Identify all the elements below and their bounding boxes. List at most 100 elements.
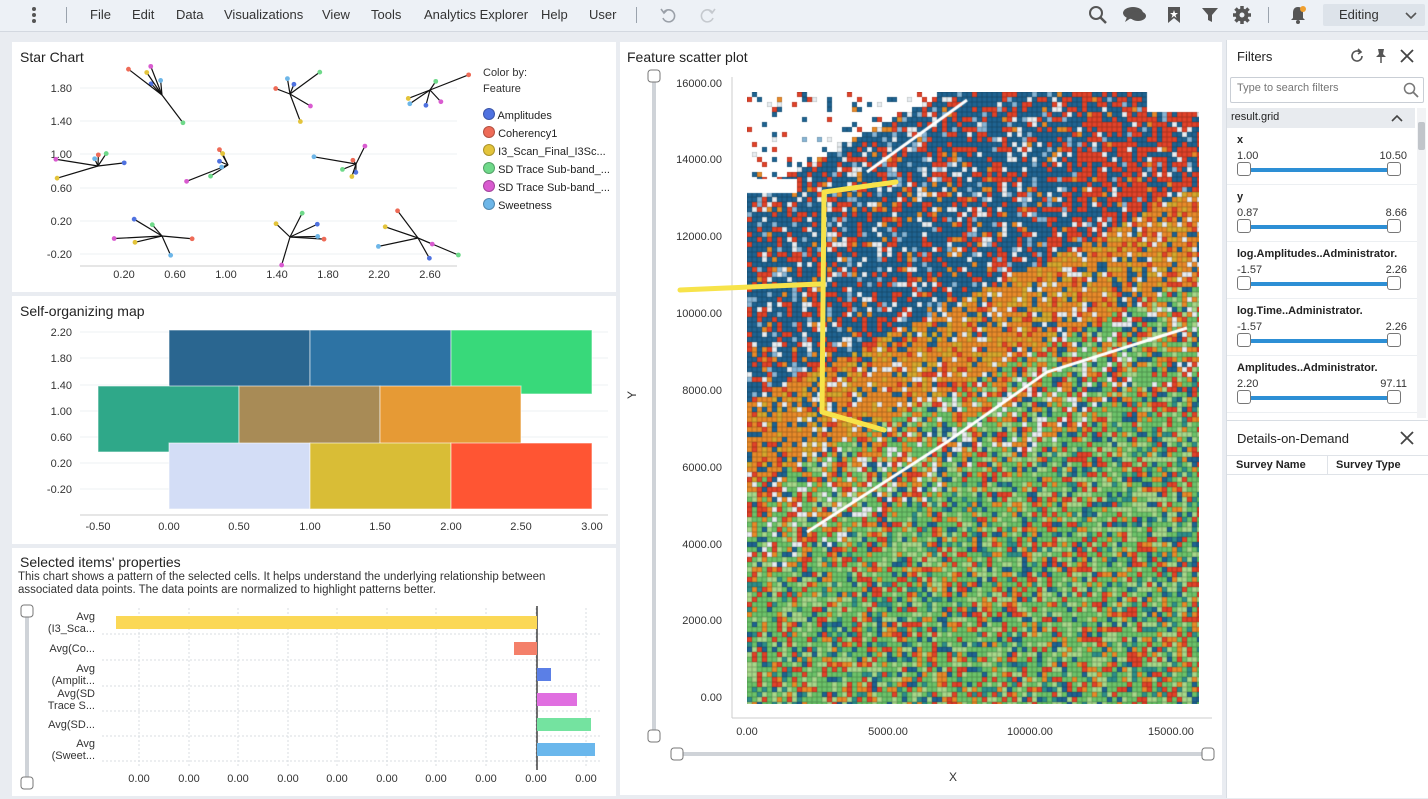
x-tick-label: 10000.00 (1007, 726, 1053, 738)
column-survey-name[interactable]: Survey Name (1236, 459, 1306, 471)
filter-max-handle[interactable] (1387, 333, 1401, 347)
star-glyph[interactable] (376, 208, 461, 260)
star-glyph[interactable] (126, 64, 185, 125)
props-bar-chart[interactable]: Avg(I3_Sca...Avg(Co...Avg(Amplit...Avg(S… (12, 548, 616, 796)
filter-range-track[interactable] (1243, 168, 1393, 172)
filter-min-handle[interactable] (1237, 390, 1251, 404)
column-survey-type[interactable]: Survey Type (1336, 459, 1401, 471)
filter-max-handle[interactable] (1387, 219, 1401, 233)
x-slider-handle-left[interactable] (671, 748, 683, 760)
star-point (406, 96, 411, 101)
comments-icon[interactable] (1122, 5, 1142, 25)
menu-data[interactable]: Data (176, 0, 203, 31)
star-point (433, 79, 438, 84)
legend-item[interactable]: Sweetness (483, 198, 552, 212)
filter-min-handle[interactable] (1237, 219, 1251, 233)
menu-visualizations[interactable]: Visualizations (224, 0, 303, 31)
som-cell[interactable] (451, 330, 592, 394)
reset-icon[interactable] (1349, 48, 1365, 64)
menu-edit[interactable]: Edit (132, 0, 154, 31)
search-icon[interactable] (1088, 5, 1108, 25)
menu-help[interactable]: Help (541, 0, 568, 31)
som-cell[interactable] (380, 386, 521, 452)
redo-icon[interactable] (698, 5, 718, 25)
legend-item[interactable]: SD Trace Sub-band_... (483, 162, 610, 176)
menu-user[interactable]: User (589, 0, 616, 31)
menu-analytics-explorer[interactable]: Analytics Explorer (424, 0, 528, 31)
props-bar[interactable] (537, 693, 577, 706)
more-vertical-icon[interactable] (24, 5, 44, 25)
notification-bell-icon[interactable] (1288, 5, 1308, 25)
star-glyph[interactable] (312, 144, 368, 179)
menu-file[interactable]: File (90, 0, 111, 31)
legend-item[interactable]: Coherency1 (483, 126, 557, 140)
star-ray (290, 236, 318, 237)
filter-search-box[interactable] (1230, 77, 1424, 103)
search-icon (1403, 82, 1419, 98)
som-cell[interactable] (239, 386, 380, 452)
slider-handle-bottom[interactable] (21, 777, 33, 789)
som-cell[interactable] (169, 443, 310, 509)
undo-icon[interactable] (658, 5, 678, 25)
x-tick-label: 0.20 (113, 269, 134, 281)
close-icon[interactable] (1399, 48, 1415, 64)
filter-group-header[interactable]: result.grid (1227, 108, 1415, 128)
som-cell[interactable] (310, 443, 451, 509)
props-bar[interactable] (514, 642, 537, 655)
gear-icon[interactable] (1232, 5, 1252, 25)
close-icon[interactable] (1399, 430, 1415, 446)
star-point (376, 244, 381, 249)
star-point (104, 151, 109, 156)
slider-handle-top[interactable] (21, 605, 33, 617)
filter-min-handle[interactable] (1237, 276, 1251, 290)
som-cell[interactable] (310, 330, 451, 394)
filter-search-input[interactable] (1235, 81, 1399, 95)
props-bar[interactable] (116, 616, 537, 629)
mode-dropdown[interactable]: Editing (1323, 4, 1425, 26)
som-cell[interactable] (169, 330, 310, 394)
star-glyph[interactable] (112, 217, 195, 258)
legend-item[interactable]: Amplitudes (483, 108, 552, 122)
star-point (112, 236, 117, 241)
menu-view[interactable]: View (322, 0, 350, 31)
bookmark-icon[interactable] (1164, 5, 1184, 25)
star-point (285, 76, 290, 81)
filter-range-track[interactable] (1243, 282, 1393, 286)
x-tick-label: 0.00 (475, 773, 496, 785)
filter-max-handle[interactable] (1387, 276, 1401, 290)
filter-max-handle[interactable] (1387, 390, 1401, 404)
scrollbar-thumb[interactable] (1418, 122, 1425, 150)
star-glyph[interactable] (274, 211, 327, 268)
filter-min-handle[interactable] (1237, 162, 1251, 176)
star-glyph[interactable] (184, 147, 228, 184)
props-bar[interactable] (537, 668, 551, 681)
scatter-cell-canvas[interactable] (747, 92, 1199, 704)
color-by-value[interactable]: Feature (483, 83, 521, 95)
filter-range-track[interactable] (1243, 339, 1393, 343)
selection-line[interactable] (822, 192, 824, 412)
props-bar[interactable] (537, 743, 595, 756)
filter-scrollbar[interactable] (1417, 108, 1426, 418)
filter-range-track[interactable] (1243, 225, 1393, 229)
som-cell[interactable] (98, 386, 239, 452)
legend-item[interactable]: I3_Scan_Final_I3Sc... (483, 144, 606, 158)
filter-range-track[interactable] (1243, 396, 1393, 400)
chevron-down-icon (1405, 12, 1417, 20)
y-slider-handle-bottom[interactable] (648, 730, 660, 742)
filter-min-handle[interactable] (1237, 333, 1251, 347)
scatter-canvas[interactable]: XY16000.0014000.0012000.0010000.008000.0… (620, 42, 1222, 795)
filter-icon[interactable] (1200, 5, 1220, 25)
filter-max-handle[interactable] (1387, 162, 1401, 176)
star-glyph[interactable] (406, 72, 471, 107)
pin-icon[interactable] (1373, 48, 1389, 64)
x-slider-handle-right[interactable] (1202, 748, 1214, 760)
props-bar[interactable] (537, 718, 591, 731)
filter-min: 2.20 (1237, 378, 1258, 390)
legend-item[interactable]: SD Trace Sub-band_... (483, 180, 610, 194)
som-cell[interactable] (451, 443, 592, 509)
y-slider-handle-top[interactable] (648, 70, 660, 82)
menu-tools[interactable]: Tools (371, 0, 401, 31)
star-glyph[interactable] (273, 70, 322, 124)
y-tick-label: 8000.00 (682, 385, 722, 397)
